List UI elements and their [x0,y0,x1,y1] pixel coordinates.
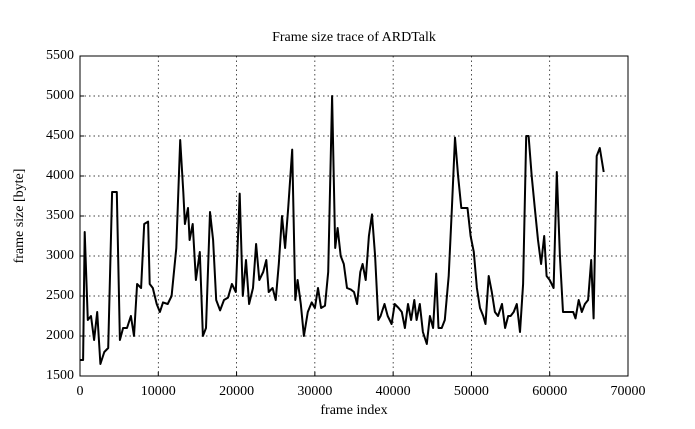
y-tick-label: 2000 [46,328,74,343]
data-line [80,95,605,365]
x-tick-label: 20000 [219,384,254,399]
y-tick-label: 3500 [46,208,74,223]
x-tick-label: 30000 [297,384,332,399]
y-tick-label: 3000 [46,248,74,263]
plot-frame [79,55,629,377]
x-tick-label: 10000 [141,384,176,399]
x-tick-label: 40000 [376,384,411,399]
chart-title: Frame size trace of ARDTalk [272,30,436,45]
x-tick-label: 50000 [454,384,489,399]
x-tick-label: 70000 [611,384,646,399]
y-tick-label: 5000 [46,88,74,103]
y-tick-label: 5500 [46,48,74,63]
x-tick-label: 0 [77,384,84,399]
y-tick-label: 1500 [46,368,74,383]
y-tick-label: 2500 [46,288,74,303]
y-axis-label: frame size [byte] [12,169,27,264]
y-tick-label: 4500 [46,128,74,143]
x-tick-label: 60000 [532,384,567,399]
x-axis-label: frame index [320,403,387,418]
y-tick-label: 4000 [46,168,74,183]
